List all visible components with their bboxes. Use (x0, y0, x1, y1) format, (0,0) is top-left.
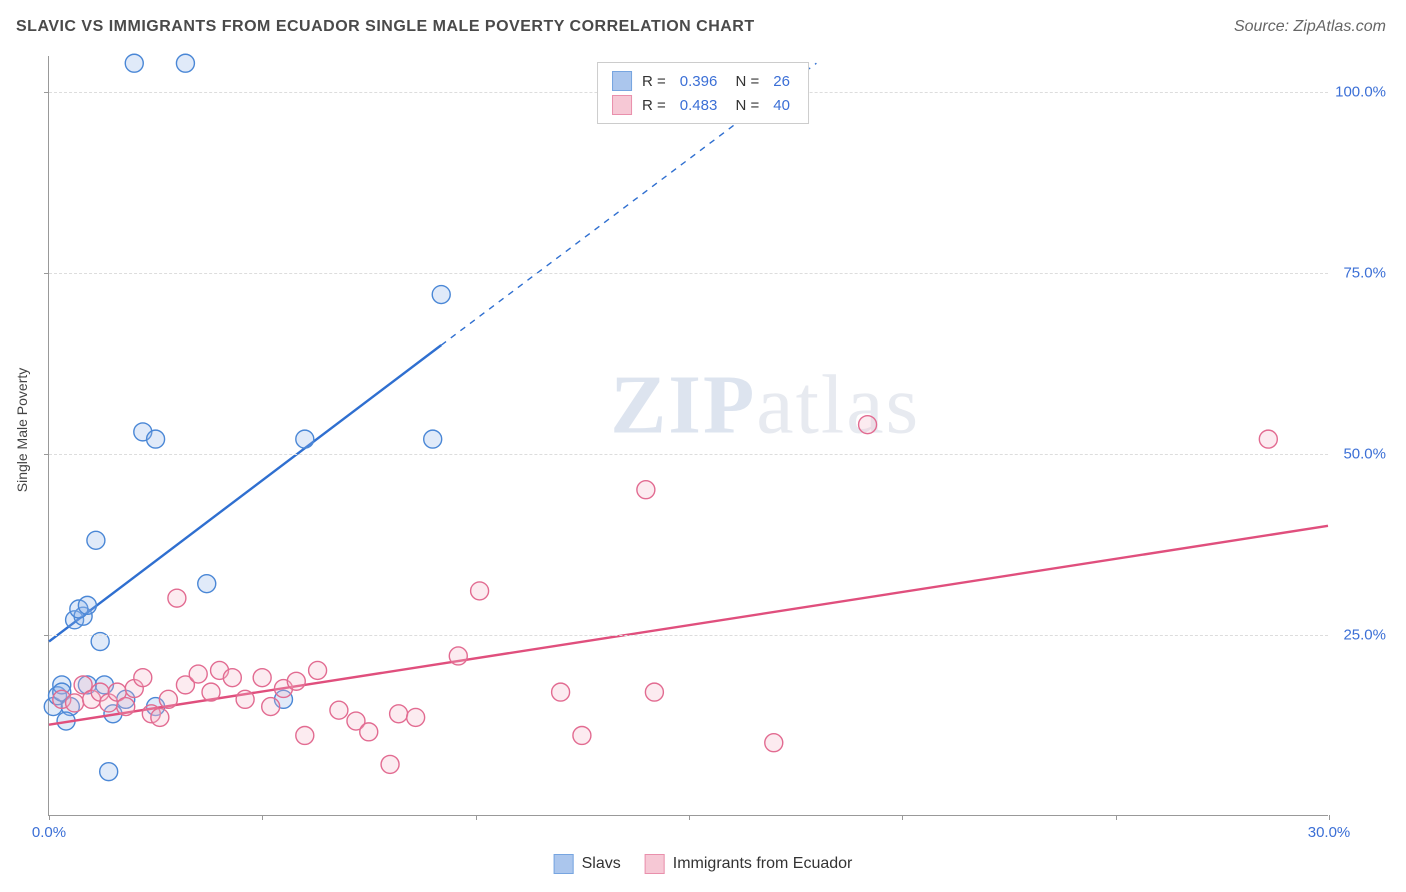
legend-n-label: N = (731, 73, 759, 90)
legend-r-label: R = (642, 73, 666, 90)
gridline (49, 454, 1328, 455)
legend-r-label: R = (642, 97, 666, 114)
series-legend-slavs: Slavs (554, 854, 621, 874)
gridline (49, 635, 1328, 636)
chart-title: SLAVIC VS IMMIGRANTS FROM ECUADOR SINGLE… (16, 18, 755, 36)
legend-row-ecuador: R = 0.483 N = 40 (612, 93, 794, 117)
correlation-legend: R = 0.396 N = 26 R = 0.483 N = 40 (597, 62, 809, 124)
legend-n-label: N = (731, 97, 759, 114)
series-label-ecuador: Immigrants from Ecuador (673, 855, 853, 873)
swatch-slavs (612, 71, 632, 91)
chart-svg (49, 56, 1328, 815)
y-tick-label: 50.0% (1343, 446, 1386, 463)
swatch-ecuador (612, 95, 632, 115)
y-tick-label: 100.0% (1335, 84, 1386, 101)
x-tick-label: 0.0% (32, 824, 66, 841)
series-label-slavs: Slavs (582, 855, 621, 873)
y-axis-label: Single Male Poverty (14, 368, 30, 493)
x-tick-label: 30.0% (1308, 824, 1351, 841)
y-tick-label: 25.0% (1343, 627, 1386, 644)
legend-n-value-ecuador: 40 (769, 97, 794, 114)
swatch-slavs-icon (554, 854, 574, 874)
plot-area: ZIPatlas 0.0%30.0% (48, 56, 1328, 816)
source-attribution: Source: ZipAtlas.com (1234, 18, 1386, 36)
y-tick-label: 75.0% (1343, 265, 1386, 282)
series-legend-ecuador: Immigrants from Ecuador (645, 854, 853, 874)
series-legend: Slavs Immigrants from Ecuador (554, 854, 853, 874)
legend-r-value-ecuador: 0.483 (676, 97, 722, 114)
swatch-ecuador-icon (645, 854, 665, 874)
legend-r-value-slavs: 0.396 (676, 73, 722, 90)
legend-n-value-slavs: 26 (769, 73, 794, 90)
legend-row-slavs: R = 0.396 N = 26 (612, 69, 794, 93)
gridline (49, 273, 1328, 274)
